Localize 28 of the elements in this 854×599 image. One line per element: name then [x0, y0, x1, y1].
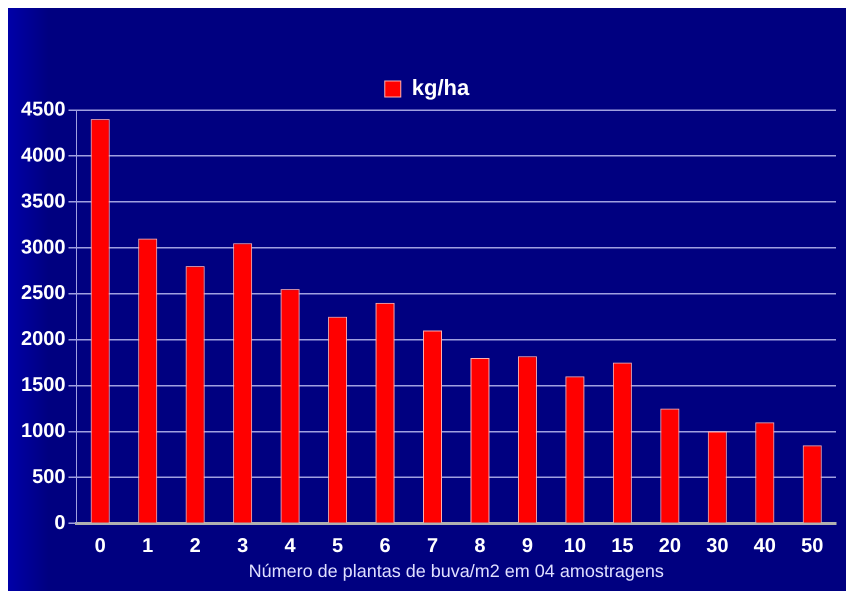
y-tick-label: 1500 — [20, 374, 66, 396]
x-tick-label: 6 — [379, 534, 391, 557]
y-tick-label: 2000 — [20, 328, 66, 350]
x-tick-label: 10 — [564, 534, 586, 557]
x-tick-label: 20 — [658, 534, 681, 557]
y-tick-label: 4500 — [20, 98, 66, 121]
x-tick-label: 3 — [237, 534, 248, 557]
y-tick-label: 2500 — [20, 282, 66, 304]
x-tick-label: 0 — [94, 534, 106, 557]
y-tick-label: 500 — [32, 466, 66, 488]
x-tick-label: 2 — [190, 534, 201, 557]
y-tick-label: 0 — [54, 512, 66, 534]
x-tick-label: 8 — [474, 534, 486, 557]
legend-label: kg/ha — [412, 75, 470, 100]
x-axis-title: Número de plantas de buva/m2 em 04 amostragens — [248, 561, 664, 582]
x-tick-label: 50 — [801, 534, 824, 557]
x-tick-label: 4 — [284, 534, 297, 557]
y-tick-label: 3000 — [20, 236, 66, 258]
x-tick-label: 30 — [706, 534, 728, 557]
y-tick-label: 3500 — [20, 190, 66, 212]
x-tick-label: 15 — [611, 534, 634, 557]
x-tick-label: 5 — [332, 534, 344, 557]
y-tick-label: 1000 — [20, 420, 66, 442]
x-tick-label: 9 — [522, 534, 534, 557]
x-tick-label: 1 — [142, 534, 154, 557]
x-tick-label: 7 — [426, 534, 438, 557]
x-tick-label: 40 — [754, 534, 776, 557]
y-tick-label: 4000 — [20, 144, 66, 166]
